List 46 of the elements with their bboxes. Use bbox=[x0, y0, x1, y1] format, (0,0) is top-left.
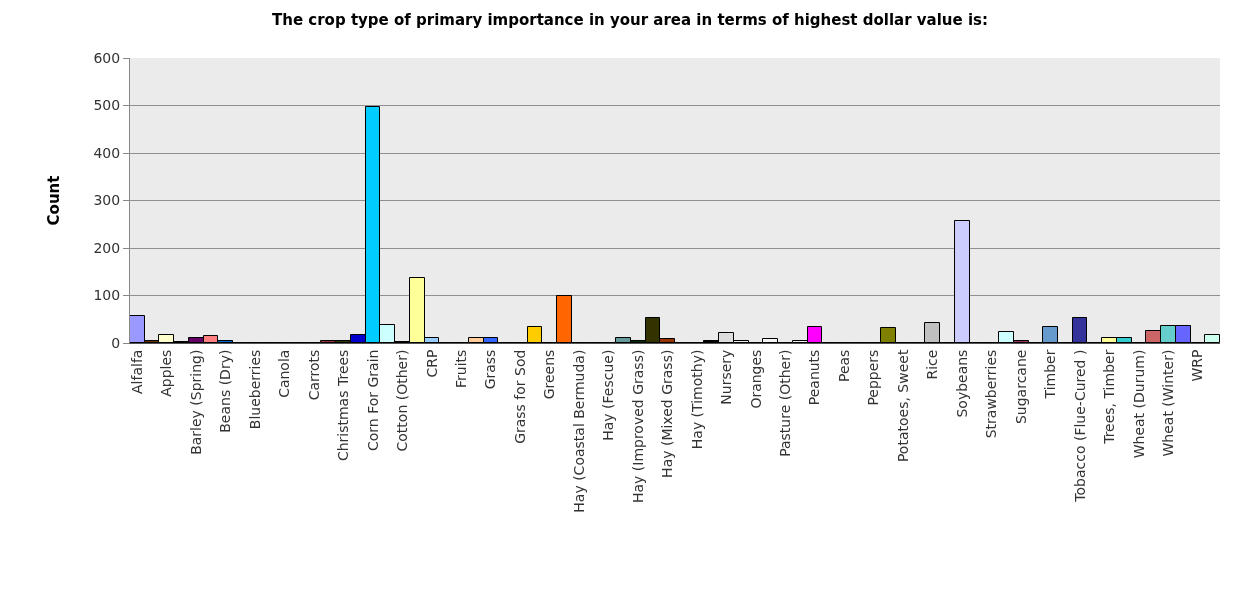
y-axis-title: Count bbox=[44, 175, 63, 226]
x-tick-label: Hay (Improved Grass) bbox=[629, 349, 646, 504]
y-tick-label: 600 bbox=[93, 49, 121, 66]
chart-title: The crop type of primary importance in your area in terms of highest dollar value is: bbox=[272, 11, 988, 30]
x-tick-label: Apples bbox=[158, 349, 175, 397]
x-tick-label: Peanuts bbox=[806, 349, 823, 406]
x-tick-label: Wheat (Winter) bbox=[1160, 349, 1176, 457]
x-tick-label: Oranges bbox=[747, 349, 764, 409]
x-tick-label: Greens bbox=[541, 349, 558, 400]
x-tick-label: Nursery bbox=[718, 349, 735, 405]
y-tick-label: 100 bbox=[93, 287, 121, 304]
x-tick-label: Canola bbox=[276, 349, 293, 398]
y-tick-label: 300 bbox=[93, 192, 121, 209]
x-tick-label: CRP bbox=[423, 349, 440, 378]
y-tick-label: 500 bbox=[93, 97, 121, 114]
x-tick-label: Peppers bbox=[865, 349, 882, 406]
x-tick-label: Christmas Trees bbox=[335, 349, 352, 462]
y-tick-label: 0 bbox=[111, 334, 121, 351]
x-tick-label: Hay (Mixed Grass) bbox=[659, 349, 676, 478]
x-tick-label: Wheat (Durum) bbox=[1130, 349, 1147, 459]
x-tick-label: Tobacco (Flue-Cured ) bbox=[1071, 349, 1088, 503]
x-tick-label: Fruits bbox=[452, 349, 469, 388]
x-tick-label: Potatoes, Sweet bbox=[894, 349, 911, 463]
x-tick-label: Corn For Grain bbox=[364, 349, 381, 452]
x-tick-label: Strawberries bbox=[983, 349, 1000, 439]
x-tick-label: Trees, Timber bbox=[1101, 349, 1118, 445]
x-tick-label: Beans (Dry) bbox=[217, 349, 234, 433]
x-tick-label: Hay (Fescue) bbox=[600, 349, 617, 441]
x-tick-label: Barley (Spring) bbox=[187, 349, 204, 455]
y-tick-label: 400 bbox=[93, 144, 121, 161]
x-tick-label: Grass for Sod bbox=[511, 349, 528, 444]
x-tick-label: Grass bbox=[482, 349, 499, 390]
x-tick-label: WRP bbox=[1189, 349, 1206, 382]
x-tick-label: Peas bbox=[835, 349, 852, 383]
x-tick-label: Hay (Timothy) bbox=[688, 349, 705, 450]
x-tick-label: Soybeans bbox=[953, 349, 970, 418]
x-tick-label: Carrots bbox=[305, 349, 322, 401]
x-tick-label: Alfalfa bbox=[128, 349, 145, 394]
x-tick-label: Pasture (Other) bbox=[777, 349, 794, 457]
x-tick-label: Sugarcane bbox=[1012, 349, 1029, 425]
x-tick-label: Timber bbox=[1042, 349, 1059, 400]
x-tick-label: Cotton (Other) bbox=[394, 349, 411, 452]
x-tick-label: Rice bbox=[924, 349, 941, 380]
y-tick-label: 200 bbox=[93, 239, 121, 256]
x-tick-label: Blueberries bbox=[246, 349, 263, 430]
x-tick-label: Hay (Coastal Bermuda) bbox=[570, 349, 587, 513]
